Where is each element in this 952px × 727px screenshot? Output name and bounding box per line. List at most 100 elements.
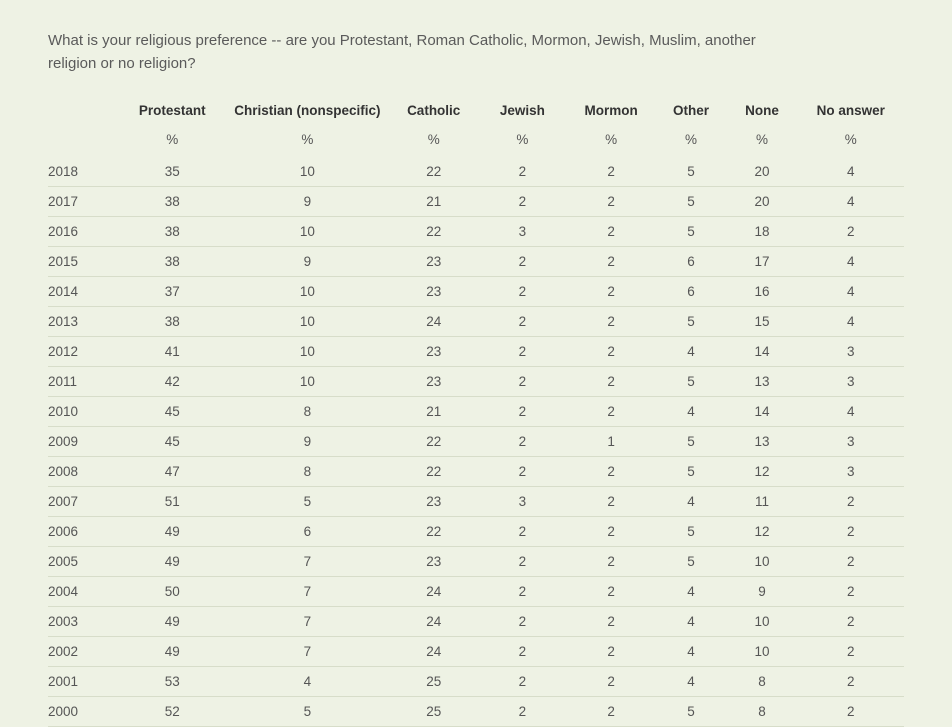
cell-none: 9 [726, 577, 797, 607]
column-header-protestant: Protestant [119, 95, 225, 124]
cell-year: 2016 [48, 217, 119, 247]
cell-protestant: 49 [119, 637, 225, 667]
cell-catholic: 22 [389, 427, 478, 457]
cell-noanswer: 2 [797, 217, 904, 247]
cell-protestant: 52 [119, 697, 225, 727]
cell-protestant: 49 [119, 607, 225, 637]
cell-year: 2017 [48, 187, 119, 217]
cell-mormon: 2 [567, 547, 656, 577]
cell-none: 14 [726, 397, 797, 427]
cell-other: 4 [656, 397, 727, 427]
cell-none: 13 [726, 427, 797, 457]
table-header: ProtestantChristian (nonspecific)Catholi… [48, 95, 904, 157]
cell-jewish: 2 [478, 637, 567, 667]
cell-year: 2008 [48, 457, 119, 487]
cell-mormon: 2 [567, 577, 656, 607]
cell-other: 5 [656, 517, 727, 547]
cell-other: 5 [656, 367, 727, 397]
cell-protestant: 38 [119, 217, 225, 247]
table-row: 200751523324112 [48, 487, 904, 517]
cell-catholic: 24 [389, 577, 478, 607]
table-row: 201538923226174 [48, 247, 904, 277]
cell-other: 5 [656, 307, 727, 337]
cell-noanswer: 4 [797, 397, 904, 427]
cell-jewish: 2 [478, 427, 567, 457]
cell-jewish: 2 [478, 697, 567, 727]
cell-other: 5 [656, 697, 727, 727]
table-row: 2016381022325182 [48, 217, 904, 247]
cell-none: 10 [726, 547, 797, 577]
cell-mormon: 2 [567, 337, 656, 367]
cell-protestant: 53 [119, 667, 225, 697]
unit-row: %%%%%%%% [48, 124, 904, 157]
table-row: 2012411023224143 [48, 337, 904, 367]
cell-christian: 7 [225, 547, 389, 577]
cell-catholic: 24 [389, 607, 478, 637]
cell-other: 4 [656, 337, 727, 367]
cell-catholic: 25 [389, 667, 478, 697]
column-header-none: None [726, 95, 797, 124]
cell-christian: 8 [225, 397, 389, 427]
cell-jewish: 2 [478, 397, 567, 427]
cell-christian: 8 [225, 457, 389, 487]
cell-other: 5 [656, 187, 727, 217]
cell-noanswer: 2 [797, 577, 904, 607]
cell-year: 2005 [48, 547, 119, 577]
column-header-christian: Christian (nonspecific) [225, 95, 389, 124]
table-row: 2013381024225154 [48, 307, 904, 337]
cell-catholic: 24 [389, 637, 478, 667]
cell-mormon: 2 [567, 667, 656, 697]
table-row: 200945922215133 [48, 427, 904, 457]
table-row: 201738921225204 [48, 187, 904, 217]
cell-year: 2013 [48, 307, 119, 337]
table-row: 200649622225122 [48, 517, 904, 547]
cell-christian: 7 [225, 607, 389, 637]
unit-cell-christian: % [225, 124, 389, 157]
cell-catholic: 23 [389, 487, 478, 517]
cell-year: 2012 [48, 337, 119, 367]
cell-christian: 6 [225, 517, 389, 547]
cell-none: 17 [726, 247, 797, 277]
cell-christian: 9 [225, 427, 389, 457]
cell-year: 2009 [48, 427, 119, 457]
cell-noanswer: 4 [797, 157, 904, 187]
cell-other: 5 [656, 457, 727, 487]
cell-protestant: 45 [119, 397, 225, 427]
cell-catholic: 22 [389, 217, 478, 247]
cell-catholic: 23 [389, 337, 478, 367]
cell-year: 2003 [48, 607, 119, 637]
cell-catholic: 23 [389, 247, 478, 277]
cell-noanswer: 2 [797, 697, 904, 727]
cell-none: 15 [726, 307, 797, 337]
cell-noanswer: 4 [797, 247, 904, 277]
cell-noanswer: 4 [797, 307, 904, 337]
cell-protestant: 42 [119, 367, 225, 397]
cell-jewish: 2 [478, 337, 567, 367]
cell-none: 20 [726, 157, 797, 187]
cell-catholic: 21 [389, 187, 478, 217]
cell-catholic: 22 [389, 517, 478, 547]
column-header-jewish: Jewish [478, 95, 567, 124]
cell-mormon: 2 [567, 607, 656, 637]
table-row: 200349724224102 [48, 607, 904, 637]
unit-cell-none: % [726, 124, 797, 157]
cell-jewish: 2 [478, 547, 567, 577]
column-header-noanswer: No answer [797, 95, 904, 124]
cell-mormon: 2 [567, 697, 656, 727]
table-row: 20015342522482 [48, 667, 904, 697]
cell-mormon: 2 [567, 457, 656, 487]
cell-catholic: 22 [389, 457, 478, 487]
cell-noanswer: 3 [797, 337, 904, 367]
cell-jewish: 2 [478, 517, 567, 547]
cell-noanswer: 2 [797, 487, 904, 517]
cell-christian: 10 [225, 367, 389, 397]
cell-christian: 10 [225, 157, 389, 187]
cell-other: 5 [656, 157, 727, 187]
cell-mormon: 2 [567, 517, 656, 547]
cell-protestant: 41 [119, 337, 225, 367]
cell-other: 4 [656, 487, 727, 517]
cell-christian: 10 [225, 337, 389, 367]
cell-protestant: 49 [119, 547, 225, 577]
cell-mormon: 2 [567, 397, 656, 427]
cell-other: 4 [656, 667, 727, 697]
